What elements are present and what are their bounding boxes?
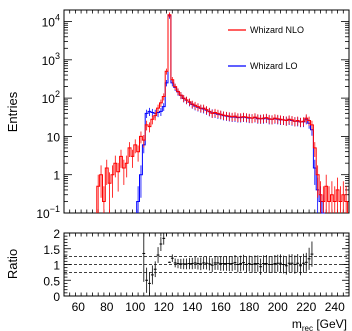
x-tick-label: 180: [239, 300, 259, 314]
legend-nlo-label: Whizard NLO: [250, 25, 304, 35]
x-tick-label: 200: [268, 300, 288, 314]
main-y-tick-label: 1: [53, 169, 60, 183]
x-axis-label-subscript: rec: [302, 324, 313, 331]
x-tick-label: 120: [154, 300, 174, 314]
x-axis-label-base: m: [292, 317, 302, 331]
main-y-tick-label-exponent: 2: [55, 89, 60, 99]
x-tick-label: 60: [72, 300, 86, 314]
ratio-y-axis-label: Ratio: [5, 249, 20, 279]
main-series: [96, 12, 349, 214]
main-y-tick-label-base: 10: [42, 92, 56, 106]
main-y-axis-label: Entries: [5, 91, 20, 132]
ratio-y-tick-label: 2: [53, 227, 60, 241]
x-tick-label: 220: [296, 300, 316, 314]
x-tick-label: 80: [100, 300, 114, 314]
ratio-y-ticks: 0 0.51 1.5 2: [43, 227, 349, 304]
main-y-tick-label-base: 10: [42, 54, 56, 68]
legend-lo-label: Whizard LO: [250, 61, 298, 71]
ratio-y-tick-label: 1: [53, 259, 60, 273]
main-y-tick-label-exponent: 4: [55, 13, 60, 23]
legend: Whizard NLO Whizard LO: [228, 25, 304, 71]
main-y-tick-label: 103: [42, 51, 60, 68]
main-y-tick-label-base: 10: [42, 16, 56, 30]
ratio-y-tick-label: 1.5: [43, 243, 60, 257]
x-axis-label-unit: [GeV]: [313, 317, 347, 331]
main-y-tick-label: 10: [47, 130, 61, 144]
main-y-tick-label: 102: [42, 89, 60, 106]
ratio-panel: 0 0.51 1.5 2 60 80 100 120 140 160 180 200 220 240 R…: [5, 227, 350, 331]
main-y-tick-label-base: 10: [36, 207, 50, 221]
main-y-tick-label: 10−1: [36, 204, 60, 221]
ratio-points: [142, 232, 314, 295]
main-y-tick-label-exponent: 3: [55, 51, 60, 61]
ratio-y-tick-label: 0: [53, 290, 60, 304]
main-y-tick-label: 104: [42, 13, 60, 30]
series-line-nlo: [96, 14, 349, 213]
ratio-y-tick-label: 0.5: [43, 274, 60, 288]
x-tick-label: 140: [182, 300, 202, 314]
x-tick-label: 160: [211, 300, 231, 314]
x-axis-label: mrec [GeV]: [292, 317, 347, 331]
x-tick-label: 100: [125, 300, 145, 314]
main-y-tick-label-exponent: −1: [50, 204, 60, 214]
x-tick-label: 240: [325, 300, 345, 314]
